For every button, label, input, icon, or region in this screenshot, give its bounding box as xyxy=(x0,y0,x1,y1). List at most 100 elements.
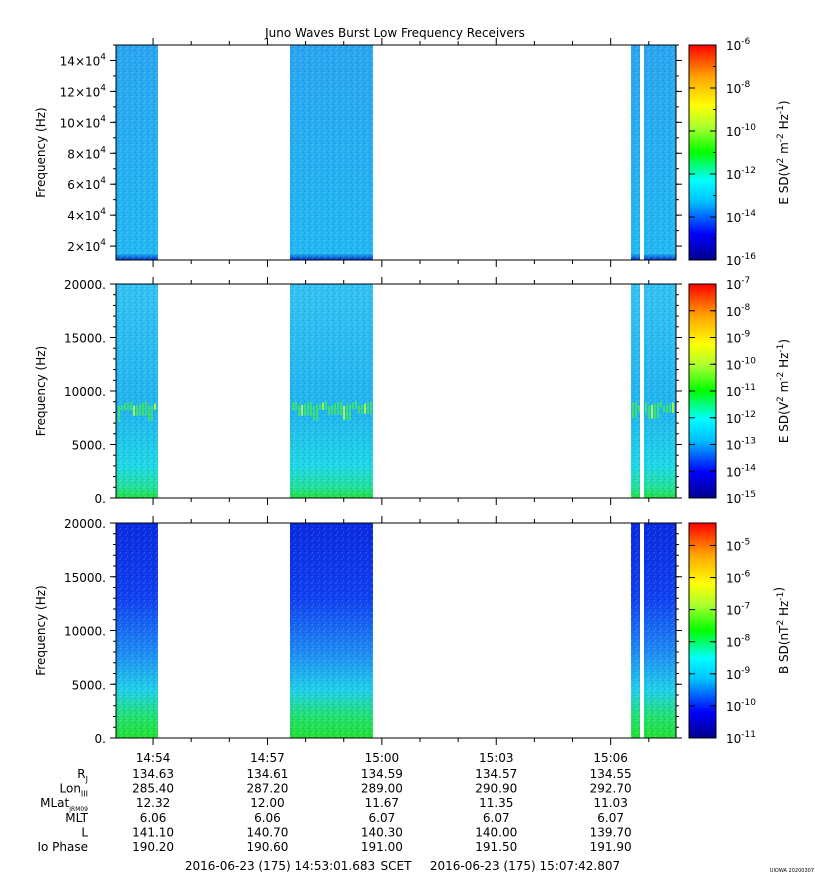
ephemeris-value: 134.63 xyxy=(132,767,174,781)
colorbar-tick-label: 10-9 xyxy=(726,666,751,682)
emission-feature xyxy=(127,402,129,411)
ephemeris-value: 191.90 xyxy=(590,840,632,854)
emission-feature xyxy=(118,405,120,422)
data-block-texture xyxy=(644,523,676,738)
emission-feature xyxy=(322,402,324,410)
spectrogram-panel-1: 2×104 4×104 6×104 8×104 10×104 12×104 14×104 Fr… xyxy=(34,37,791,268)
colorbar-tick-label: 10-13 xyxy=(726,437,756,453)
data-block-texture xyxy=(116,45,158,260)
colorbar-tick-label: 10-16 xyxy=(726,252,756,268)
emission-feature xyxy=(663,405,665,413)
y-axis-label: Frequency (Hz) xyxy=(34,346,48,437)
emission-feature xyxy=(355,401,357,409)
time-tick-label: 15:06 xyxy=(593,751,628,765)
emission-feature xyxy=(151,404,153,421)
ephemeris-value: 190.60 xyxy=(246,840,288,854)
ephemeris-value: 134.61 xyxy=(246,767,288,781)
ephemeris-value: 6.07 xyxy=(483,811,510,825)
emission-feature xyxy=(654,403,656,419)
emission-feature xyxy=(632,402,634,418)
ephemeris-value: 287.20 xyxy=(246,782,288,796)
ephemeris-value: 6.07 xyxy=(369,811,396,825)
y-tick-label: 0. xyxy=(95,492,106,506)
emission-feature xyxy=(301,404,303,416)
ephemeris-value: 190.20 xyxy=(132,840,174,854)
emission-feature xyxy=(316,404,318,421)
ephemeris-value: 290.90 xyxy=(475,782,517,796)
y-tick-label: 12×104 xyxy=(60,83,107,99)
colorbar-tick-label: 10-12 xyxy=(726,410,756,426)
ephemeris-value: 6.06 xyxy=(140,811,167,825)
colorbar-label: B SD(nT2 Hz-1) xyxy=(772,587,791,674)
emission-feature xyxy=(292,402,294,411)
emission-feature xyxy=(352,402,354,409)
ephemeris-value: 285.40 xyxy=(132,782,174,796)
emission-feature xyxy=(340,401,342,415)
footer-start-time: 2016-06-23 (175) 14:53:01.683 xyxy=(185,859,375,873)
emission-feature xyxy=(666,404,668,413)
emission-feature xyxy=(635,401,637,418)
y-tick-label: 4×104 xyxy=(67,207,106,223)
colorbar-tick-label: 10-11 xyxy=(726,730,756,746)
data-block-texture xyxy=(290,284,373,498)
ephemeris-row-label: Io Phase xyxy=(37,840,88,854)
ephemeris-value: 134.59 xyxy=(361,767,403,781)
colorbar-tick-label: 10-14 xyxy=(726,209,756,225)
emission-feature xyxy=(657,402,659,419)
emission-feature xyxy=(325,401,327,410)
colorbar xyxy=(688,522,717,739)
y-tick-label: 20000. xyxy=(64,517,106,531)
spectrogram-panel-3: 0. 5000. 10000. 15000. 20000. Frequency (Hz) 1… xyxy=(34,516,791,746)
emission-feature xyxy=(367,402,369,414)
emission-feature xyxy=(319,403,321,410)
colorbar-tick-label: 10-10 xyxy=(726,698,756,714)
data-block-texture xyxy=(644,284,676,498)
panels: 2×104 4×104 6×104 8×104 10×104 12×104 14×104 Fr… xyxy=(34,37,791,746)
y-tick-label: 5000. xyxy=(72,678,106,692)
ephemeris-value: 134.57 xyxy=(475,767,517,781)
data-block-texture xyxy=(631,284,640,498)
colorbar-tick-label: 10-12 xyxy=(726,166,756,182)
y-tick-label: 2×104 xyxy=(67,238,106,254)
data-block-texture xyxy=(644,45,676,260)
emission-feature xyxy=(364,403,366,414)
ephemeris-row-label: LonIII xyxy=(60,782,89,799)
y-tick-label: 14×104 xyxy=(60,52,107,68)
ephemeris-value: 134.55 xyxy=(590,767,632,781)
emission-feature xyxy=(145,401,147,416)
y-tick-label: 15000. xyxy=(64,571,106,585)
y-axis-label: Frequency (Hz) xyxy=(34,107,48,198)
colorbar-tick-label: 10-6 xyxy=(726,37,751,53)
ephemeris-value: 191.00 xyxy=(361,840,403,854)
y-tick-label: 20000. xyxy=(64,278,106,292)
spectrogram-panel-2: 0. 5000. 10000. 15000. 20000. Frequency (Hz) 1… xyxy=(34,276,791,506)
emission-feature xyxy=(307,402,309,416)
ephemeris-value: 139.70 xyxy=(590,825,632,839)
emission-feature xyxy=(154,403,156,410)
emission-feature xyxy=(343,405,345,420)
emission-feature xyxy=(346,404,348,420)
time-axis: 14:54 14:57 15:00 15:03 15:06 xyxy=(136,751,628,765)
colorbar-tick-label: 10-10 xyxy=(726,123,756,139)
ephemeris-row-label: MLatJRM09 xyxy=(40,796,88,813)
colorbar-label: E SD(V2 m-2 Hz-1) xyxy=(776,339,791,443)
emission-feature xyxy=(142,402,144,416)
ephemeris-value: 11.67 xyxy=(365,796,399,810)
emission-feature xyxy=(638,405,640,412)
ephemeris-value: 140.30 xyxy=(361,825,403,839)
colorbar-tick-label: 10-14 xyxy=(726,463,756,479)
emission-feature xyxy=(310,401,312,416)
ephemeris-value: 289.00 xyxy=(361,782,403,796)
footer-end-time: 2016-06-23 (175) 15:07:42.807 xyxy=(430,859,620,873)
emission-feature xyxy=(337,402,339,415)
emission-feature xyxy=(136,404,138,416)
data-block-texture xyxy=(290,45,373,260)
y-tick-label: 0. xyxy=(95,732,106,746)
colorbar-tick-label: 10-5 xyxy=(726,537,750,553)
emission-feature xyxy=(334,403,336,415)
colorbar-tick-label: 10-7 xyxy=(726,276,750,292)
data-block-texture xyxy=(116,523,158,738)
colorbar-tick-label: 10-8 xyxy=(726,303,751,319)
ephemeris-value: 292.70 xyxy=(590,782,632,796)
